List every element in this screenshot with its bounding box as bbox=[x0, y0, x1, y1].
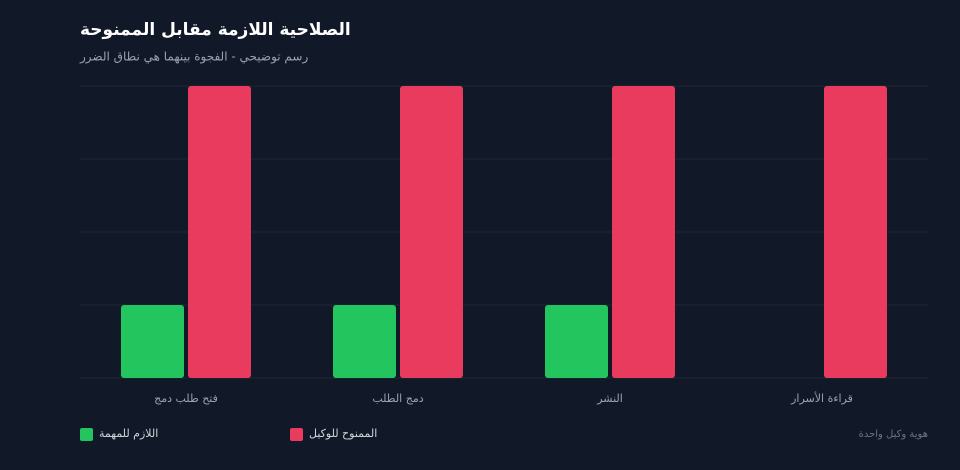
bar bbox=[612, 86, 675, 378]
x-tick-label: فتح طلب دمج bbox=[154, 392, 218, 405]
chart-title: الصلاحية اللازمة مقابل الممنوحة bbox=[80, 20, 351, 40]
bar bbox=[333, 305, 396, 378]
bar bbox=[121, 305, 184, 378]
x-tick-label: دمج الطلب bbox=[372, 392, 423, 405]
legend-label: الممنوح للوكيل bbox=[309, 427, 377, 440]
x-tick-label: النشر bbox=[596, 392, 623, 405]
legend-swatch bbox=[290, 428, 303, 441]
note: هوية وكيل واحدة bbox=[859, 429, 928, 440]
x-tick-label: قراءة الأسرار bbox=[790, 391, 853, 405]
chart-subtitle: رسم توضيحي - الفجوة بينهما هي نطاق الضرر bbox=[79, 50, 308, 65]
bar bbox=[545, 305, 608, 378]
bar bbox=[188, 86, 251, 378]
legend-label: اللازم للمهمة bbox=[99, 427, 158, 440]
bar bbox=[824, 86, 887, 378]
bar bbox=[400, 86, 463, 378]
legend-swatch bbox=[80, 428, 93, 441]
